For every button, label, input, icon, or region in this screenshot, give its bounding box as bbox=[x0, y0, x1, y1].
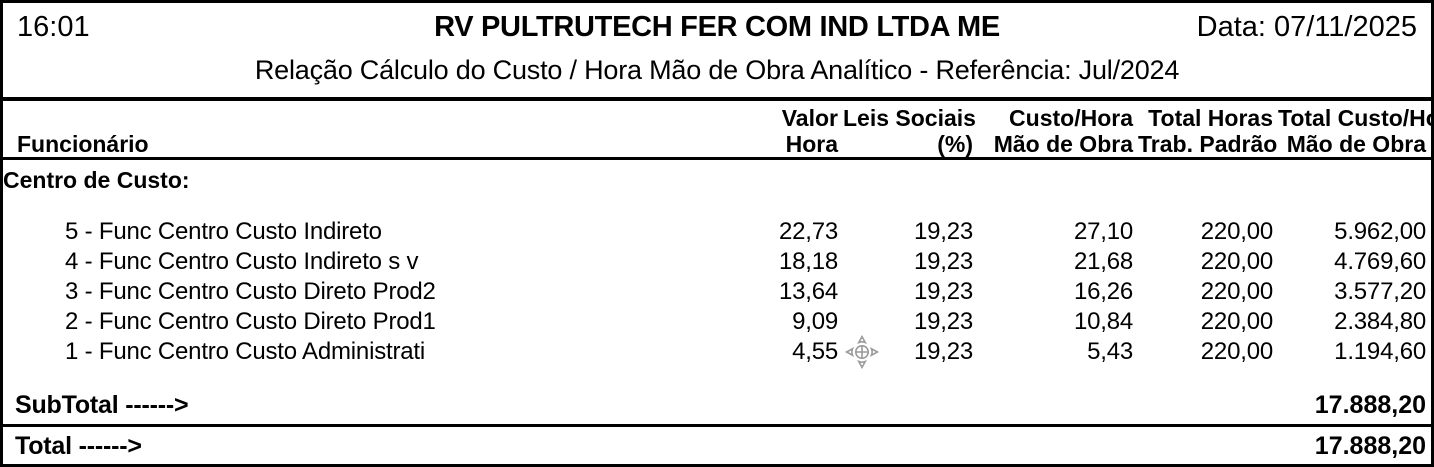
table-row: 3 - Func Centro Custo Direto Prod2 13,64 1… bbox=[3, 276, 1431, 306]
row-employee-name: 4 - Func Centro Custo Indireto s v bbox=[65, 248, 419, 275]
row-valor-hora: 4,55 bbox=[792, 338, 838, 365]
table-body: 5 - Func Centro Custo Indireto 22,73 19,23… bbox=[3, 216, 1431, 366]
column-header-valor-hora: Valor Hora bbox=[743, 101, 843, 157]
column-header-employee: Funcionário bbox=[3, 101, 743, 157]
row-total-horas: 220,00 bbox=[1200, 308, 1273, 335]
row-total-custo: 3.577,20 bbox=[1334, 278, 1426, 305]
row-valor-hora: 13,64 bbox=[778, 278, 838, 305]
row-total-custo: 2.384,80 bbox=[1334, 308, 1426, 335]
row-leis-sociais: 19,23 bbox=[913, 308, 973, 335]
row-total-custo: 1.194,60 bbox=[1334, 338, 1426, 365]
header-divider bbox=[3, 97, 1431, 101]
row-leis-sociais: 19,23 bbox=[913, 278, 973, 305]
spacer-cell bbox=[3, 366, 1431, 386]
column-header-valor-hora-line2: Hora bbox=[785, 131, 838, 157]
row-total-custo: 4.769,60 bbox=[1334, 248, 1426, 275]
table-row: 1 - Func Centro Custo Administrati 4,55 19… bbox=[3, 336, 1431, 366]
row-valor-hora: 18,18 bbox=[778, 248, 838, 275]
header-top-row: 16:01 RV PULTRUTECH FER COM IND LTDA ME … bbox=[3, 3, 1431, 51]
table-header-row: Funcionário Valor Hora Leis Sociais (%) … bbox=[3, 101, 1431, 157]
group-section: Centro de Custo: bbox=[3, 160, 1431, 216]
spacer-cell bbox=[3, 194, 1431, 216]
subtotal-divider bbox=[3, 424, 1431, 427]
column-header-leis-sociais: Leis Sociais (%) bbox=[843, 101, 978, 157]
column-header-leis-sociais-line2: (%) bbox=[937, 131, 973, 157]
table-row: 2 - Func Centro Custo Direto Prod1 9,09 19… bbox=[3, 306, 1431, 336]
cost-table: Funcionário Valor Hora Leis Sociais (%) … bbox=[3, 101, 1431, 157]
column-header-total-custo: Total Custo/Hora Mão de Obra bbox=[1278, 101, 1431, 157]
company-title: RV PULTRUTECH FER COM IND LTDA ME bbox=[434, 11, 1000, 43]
row-custo-hora: 10,84 bbox=[1073, 308, 1133, 335]
column-header-total-horas: Total Horas Trab. Padrão bbox=[1138, 101, 1278, 157]
total-label: Total ------> bbox=[15, 431, 142, 460]
total-row: Total ------> 17.888,20 bbox=[3, 427, 1431, 464]
column-header-valor-hora-line1: Valor bbox=[781, 105, 838, 131]
table-row: 5 - Func Centro Custo Indireto 22,73 19,23… bbox=[3, 216, 1431, 246]
row-total-horas: 220,00 bbox=[1200, 218, 1273, 245]
column-header-custo-hora-line1: Custo/Hora bbox=[1009, 105, 1133, 131]
footer-section: SubTotal ------> 17.888,20 bbox=[3, 366, 1431, 424]
total-section: Total ------> 17.888,20 bbox=[3, 427, 1431, 464]
subtotal-value: 17.888,20 bbox=[1314, 390, 1426, 419]
group-header-row: Centro de Custo: bbox=[3, 160, 1431, 194]
column-header-total-custo-line1: Total Custo/Hora bbox=[1278, 105, 1431, 131]
table-row: 4 - Func Centro Custo Indireto s v 18,18 1… bbox=[3, 246, 1431, 276]
clock-label: 16:01 bbox=[17, 11, 90, 43]
table-header: Funcionário Valor Hora Leis Sociais (%) … bbox=[3, 101, 1431, 157]
column-header-leis-sociais-line1: Leis Sociais bbox=[843, 105, 976, 131]
row-custo-hora: 27,10 bbox=[1073, 218, 1133, 245]
report-header: 16:01 RV PULTRUTECH FER COM IND LTDA ME … bbox=[3, 3, 1431, 97]
column-header-total-custo-line2: Mão de Obra bbox=[1286, 131, 1426, 157]
total-value: 17.888,20 bbox=[1314, 431, 1427, 460]
column-header-custo-hora-line2: Mão de Obra bbox=[993, 131, 1133, 157]
footer-spacer bbox=[3, 366, 1431, 386]
row-leis-sociais: 19,23 bbox=[913, 338, 973, 365]
subtotal-row: SubTotal ------> 17.888,20 bbox=[3, 386, 1431, 424]
column-header-divider bbox=[3, 157, 1431, 160]
column-header-total-horas-line1: Total Horas bbox=[1148, 105, 1273, 131]
report-subtitle: Relação Cálculo do Custo / Hora Mão de O… bbox=[254, 55, 1180, 85]
row-valor-hora: 22,73 bbox=[778, 218, 838, 245]
column-header-custo-hora: Custo/Hora Mão de Obra bbox=[978, 101, 1138, 157]
cost-table-total: Total ------> 17.888,20 bbox=[3, 427, 1431, 464]
row-employee-name: 3 - Func Centro Custo Direto Prod2 bbox=[65, 278, 436, 305]
row-valor-hora: 9,09 bbox=[792, 308, 838, 335]
column-header-total-horas-line2: Trab. Padrão bbox=[1138, 131, 1278, 157]
row-custo-hora: 16,26 bbox=[1073, 278, 1133, 305]
row-custo-hora: 21,68 bbox=[1073, 248, 1133, 275]
row-leis-sociais: 19,23 bbox=[913, 248, 973, 275]
row-total-custo: 5.962,00 bbox=[1334, 218, 1426, 245]
row-employee-name: 2 - Func Centro Custo Direto Prod1 bbox=[65, 308, 436, 335]
subtotal-label: SubTotal ------> bbox=[15, 390, 189, 419]
row-total-horas: 220,00 bbox=[1200, 338, 1273, 365]
row-total-horas: 220,00 bbox=[1200, 278, 1273, 305]
group-label: Centro de Custo: bbox=[3, 167, 190, 193]
report-date: Data: 07/11/2025 bbox=[1196, 11, 1417, 43]
row-custo-hora: 5,43 bbox=[1087, 338, 1133, 365]
column-header-employee-label: Funcionário bbox=[17, 131, 149, 157]
row-employee-name: 1 - Func Centro Custo Administrati bbox=[65, 338, 426, 365]
group-spacer bbox=[3, 194, 1431, 216]
cost-table-body: Centro de Custo: 5 - Func Centro Custo I… bbox=[3, 160, 1431, 424]
row-total-horas: 220,00 bbox=[1200, 248, 1273, 275]
row-employee-name: 5 - Func Centro Custo Indireto bbox=[65, 218, 382, 245]
row-leis-sociais: 19,23 bbox=[913, 218, 973, 245]
